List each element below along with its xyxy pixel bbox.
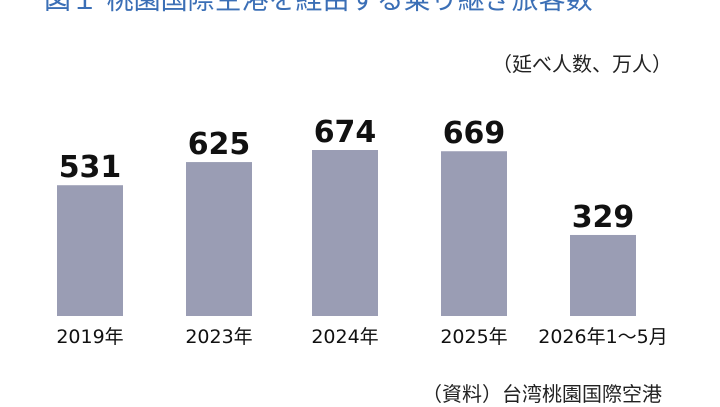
value-labels-group: 531 625 674 669 329 [59,115,635,235]
category-label-4: 2026年1～5月 [538,326,668,348]
category-label-3: 2025年 [440,326,507,348]
bar-3 [441,151,507,316]
bar-0 [57,185,123,316]
bar-4 [570,234,636,316]
category-labels-group: 2019年 2023年 2024年 2025年 2026年1～5月 [56,326,667,348]
category-label-0: 2019年 [56,326,123,348]
source-note: （資料）台湾桃園国際空港 [422,382,662,406]
value-label-4: 329 [572,200,635,235]
category-label-2: 2024年 [311,326,378,348]
unit-label: （延べ人数、万人） [492,52,672,76]
value-label-2: 674 [314,115,377,150]
value-label-0: 531 [59,150,122,185]
bar-2 [312,150,378,316]
value-label-3: 669 [443,116,506,151]
category-label-1: 2023年 [185,326,252,348]
value-label-1: 625 [188,127,251,162]
bar-1 [186,162,252,316]
chart-title: 図１ 桃園国際空港を経由する乗り継ぎ旅客数 [44,0,593,16]
bars-group [57,150,636,316]
